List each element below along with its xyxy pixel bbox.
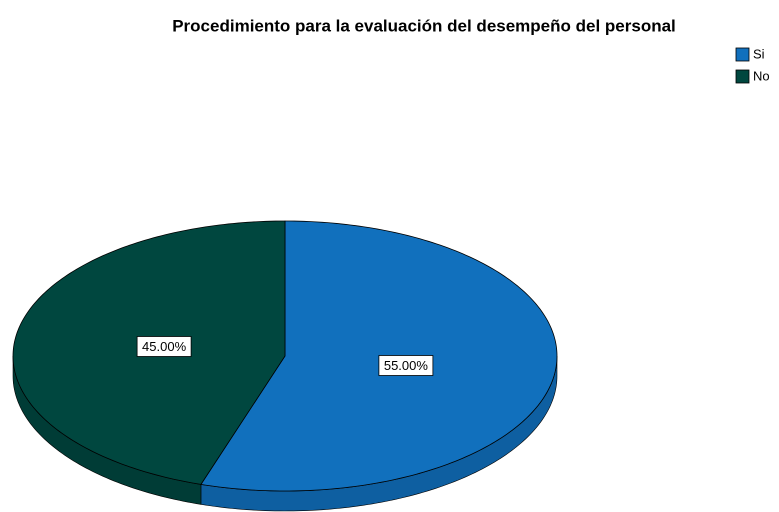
data-label: 55.00% <box>378 355 434 376</box>
legend-label: Si <box>753 46 765 61</box>
chart-title: Procedimiento para la evaluación del des… <box>172 16 676 35</box>
legend-swatch <box>735 47 750 62</box>
data-label-box <box>136 336 192 357</box>
data-label-text: 55.00% <box>384 358 429 373</box>
data-label-text: 45.00% <box>142 339 187 354</box>
data-label: 45.00% <box>136 336 192 357</box>
legend-label: No <box>753 68 770 83</box>
legend-swatch <box>735 69 750 84</box>
data-label-box <box>378 355 434 376</box>
